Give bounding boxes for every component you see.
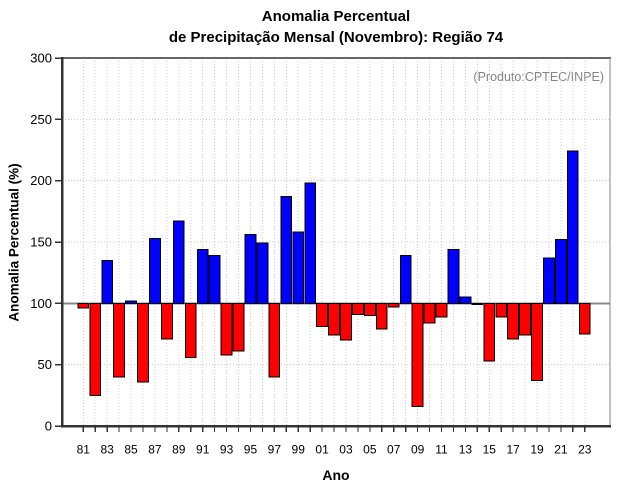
bar-88 — [160, 302, 173, 340]
bar-21 — [555, 239, 567, 304]
x-tick-label-93: 93 — [220, 443, 234, 457]
bar-93 — [220, 302, 233, 356]
bar-08 — [399, 254, 412, 304]
bar-00 — [304, 182, 317, 304]
bar-94 — [232, 302, 245, 352]
y-tick-label-250: 250 — [30, 112, 52, 127]
bar-14 — [471, 302, 484, 305]
bar-87 — [149, 237, 161, 304]
x-tick-label-87: 87 — [148, 443, 162, 457]
bar-91 — [196, 248, 209, 304]
bar-13 — [459, 296, 472, 304]
product-credit-label: (Produto:CPTEC/INPE) — [473, 70, 604, 84]
bar-98 — [280, 196, 293, 304]
bar-22 — [566, 150, 579, 304]
bar-95 — [244, 234, 257, 304]
x-tick-label-05: 05 — [363, 443, 377, 457]
bar-01 — [316, 302, 329, 328]
x-tick-label-95: 95 — [244, 443, 258, 457]
bar-16 — [495, 302, 508, 318]
bar-96 — [256, 242, 269, 304]
x-tick-label-81: 81 — [77, 443, 91, 457]
bar-10 — [423, 302, 436, 324]
x-tick-label-01: 01 — [315, 443, 329, 457]
x-tick-label-11: 11 — [435, 443, 448, 457]
bar-99 — [292, 231, 305, 304]
x-tick-label-03: 03 — [339, 443, 353, 457]
x-tick-label-91: 91 — [196, 443, 210, 457]
bar-20 — [543, 257, 555, 304]
bar-86 — [137, 302, 149, 383]
bar-03 — [340, 302, 352, 341]
bar-82 — [89, 302, 102, 396]
bar-17 — [507, 302, 520, 340]
bar-19 — [531, 302, 543, 382]
x-axis-title: Ano — [322, 467, 350, 483]
bar-06 — [375, 302, 388, 330]
bar-97 — [268, 302, 281, 378]
bar-07 — [387, 302, 400, 308]
bar-90 — [184, 302, 197, 358]
bar-09 — [411, 302, 424, 407]
bar-92 — [208, 254, 221, 304]
bar-05 — [363, 302, 376, 317]
x-tick-label-15: 15 — [483, 443, 497, 457]
bar-15 — [483, 302, 496, 362]
bar-02 — [328, 302, 340, 336]
y-tick-label-300: 300 — [30, 51, 52, 66]
y-tick-label-150: 150 — [30, 235, 52, 250]
x-tick-label-23: 23 — [578, 443, 592, 457]
bar-04 — [352, 302, 364, 315]
bar-81 — [77, 302, 90, 309]
bar-85 — [125, 300, 137, 304]
x-tick-label-19: 19 — [530, 443, 544, 457]
bar-83 — [101, 259, 114, 304]
y-tick-label-200: 200 — [30, 173, 52, 188]
x-tick-label-21: 21 — [554, 443, 568, 457]
x-tick-label-99: 99 — [292, 443, 306, 457]
bar-11 — [435, 302, 448, 318]
y-tick-label-100: 100 — [30, 296, 52, 311]
x-tick-label-89: 89 — [172, 443, 186, 457]
x-tick-label-07: 07 — [387, 443, 401, 457]
chart-title-line-2: de Precipitação Mensal (Novembro): Regiã… — [168, 29, 504, 46]
bar-12 — [447, 248, 460, 304]
bar-84 — [113, 302, 126, 378]
bar-89 — [172, 220, 185, 304]
y-tick-label-50: 50 — [38, 357, 52, 372]
x-tick-label-97: 97 — [268, 443, 282, 457]
x-tick-label-17: 17 — [506, 443, 520, 457]
bar-18 — [519, 302, 531, 336]
x-tick-label-09: 09 — [411, 443, 425, 457]
bar-23 — [578, 302, 591, 335]
x-tick-label-83: 83 — [101, 443, 115, 457]
y-tick-label-0: 0 — [45, 419, 52, 434]
x-tick-label-13: 13 — [459, 443, 473, 457]
chart-title-line-1: Anomalia Percentual — [261, 8, 411, 25]
x-tick-label-85: 85 — [124, 443, 138, 457]
